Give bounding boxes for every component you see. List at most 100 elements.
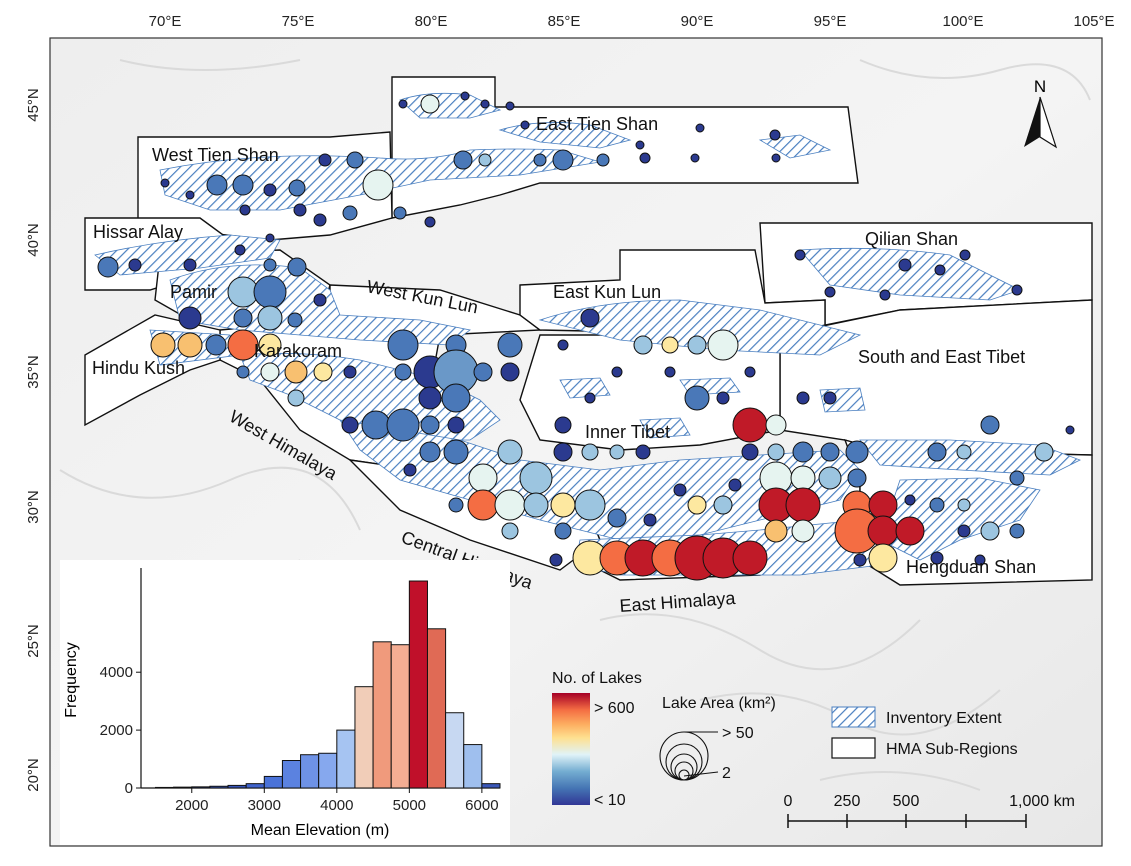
lake-symbol xyxy=(790,465,816,491)
lake-symbol xyxy=(794,249,806,261)
lake-symbol xyxy=(868,490,898,520)
y-tick-label: 0 xyxy=(125,780,133,797)
lake-symbol xyxy=(791,519,815,543)
lake-symbol xyxy=(287,257,307,277)
lake-symbol xyxy=(687,335,707,355)
lake-symbol xyxy=(97,256,119,278)
lake-symbol xyxy=(234,244,246,256)
lake-symbol xyxy=(557,339,569,351)
lake-symbol xyxy=(553,442,573,462)
histogram-bar xyxy=(408,580,428,789)
x-tick-label: 5000 xyxy=(393,797,426,814)
lake-symbol xyxy=(823,391,837,405)
region-label: Pamir xyxy=(170,282,217,302)
north-arrow-right xyxy=(1039,96,1058,149)
lake-symbol xyxy=(635,140,645,150)
lake-symbol xyxy=(398,99,408,109)
lake-symbol xyxy=(643,513,657,527)
lake-symbol xyxy=(393,206,407,220)
lake-symbol xyxy=(313,362,333,382)
lake-symbol xyxy=(284,360,308,384)
lake-symbol xyxy=(128,258,142,272)
lake-symbol xyxy=(313,213,327,227)
lake-symbol xyxy=(1034,442,1054,462)
lat-tick: 45°N xyxy=(25,88,42,122)
lon-tick: 85°E xyxy=(548,13,581,30)
histogram-bar xyxy=(227,784,247,789)
lake-symbol xyxy=(343,365,357,379)
lake-symbol xyxy=(741,443,759,461)
longitude-ticks: 70°E 75°E 80°E 85°E 90°E 95°E 100°E 105°… xyxy=(149,13,1115,30)
lake-symbol xyxy=(346,151,364,169)
y-tick-label: 2000 xyxy=(100,722,133,739)
extent-legend: Inventory Extent HMA Sub-Regions xyxy=(831,706,1018,759)
lake-symbol xyxy=(580,308,600,328)
lake-symbol xyxy=(596,153,610,167)
lake-symbol xyxy=(287,312,303,328)
lake-symbol xyxy=(904,494,916,506)
lake-symbol xyxy=(387,329,419,361)
histogram-x-ticks: 2000 3000 4000 5000 6000 xyxy=(175,788,499,814)
lake-symbol xyxy=(519,461,553,495)
lake-symbol xyxy=(232,174,254,196)
lake-symbol xyxy=(257,305,283,331)
lake-symbol xyxy=(478,153,492,167)
lat-tick: 30°N xyxy=(25,490,42,524)
color-legend-title: No. of Lakes xyxy=(552,670,642,687)
histogram-bar xyxy=(354,686,374,789)
lake-symbol xyxy=(765,414,787,436)
lake-symbol xyxy=(1009,523,1025,539)
lake-symbol xyxy=(341,416,359,434)
scale-label: 500 xyxy=(893,793,920,810)
lake-symbol xyxy=(684,385,710,411)
lake-symbol xyxy=(497,332,523,358)
lake-symbol xyxy=(362,169,394,201)
lake-symbol xyxy=(584,392,596,404)
histogram-bar xyxy=(191,786,211,789)
histogram-bar xyxy=(336,729,356,789)
lake-symbol xyxy=(792,441,814,463)
lake-symbol xyxy=(533,153,547,167)
histogram-bar xyxy=(263,775,283,789)
lake-symbol xyxy=(419,441,441,463)
lake-symbol xyxy=(473,362,493,382)
size-legend-high: > 50 xyxy=(722,725,754,742)
lake-symbol xyxy=(448,497,464,513)
lake-symbol xyxy=(520,120,530,130)
lat-tick: 20°N xyxy=(25,758,42,792)
lake-symbol xyxy=(767,443,785,461)
lake-symbol xyxy=(820,442,840,462)
lake-symbol xyxy=(664,366,676,378)
histogram-bars xyxy=(155,580,501,789)
lake-symbol xyxy=(394,363,412,381)
lake-symbol xyxy=(867,515,899,547)
lake-symbol xyxy=(178,306,202,330)
lake-symbol xyxy=(177,332,203,358)
inventory-label: Inventory Extent xyxy=(886,710,1002,727)
lake-symbols xyxy=(97,91,1075,581)
lake-symbol xyxy=(441,383,471,413)
lake-symbol xyxy=(467,489,499,521)
histogram-y-label: Frequency xyxy=(63,642,80,718)
lake-symbol xyxy=(313,293,327,307)
lake-symbol xyxy=(554,416,572,434)
lake-symbol xyxy=(480,99,490,109)
lake-symbol xyxy=(150,332,176,358)
lat-tick: 35°N xyxy=(25,355,42,389)
elevation-histogram: 0 2000 4000 2000 3000 4000 5000 6000 Mean Elev… xyxy=(60,560,510,845)
inventory-swatch xyxy=(831,706,876,728)
lat-tick: 25°N xyxy=(25,624,42,658)
x-tick-label: 4000 xyxy=(320,797,353,814)
latitude-ticks: 45°N 40°N 35°N 30°N 25°N 20°N xyxy=(25,88,42,792)
lake-symbol xyxy=(927,442,947,462)
region-label: Inner Tibet xyxy=(585,422,670,442)
lon-tick: 70°E xyxy=(149,13,182,30)
region-label: East Tien Shan xyxy=(536,114,658,134)
lake-symbol xyxy=(288,179,306,197)
lake-symbol xyxy=(505,101,515,111)
lake-symbol xyxy=(895,516,925,546)
lake-symbol xyxy=(239,204,251,216)
lake-symbol xyxy=(287,389,305,407)
lake-symbol xyxy=(236,365,250,379)
